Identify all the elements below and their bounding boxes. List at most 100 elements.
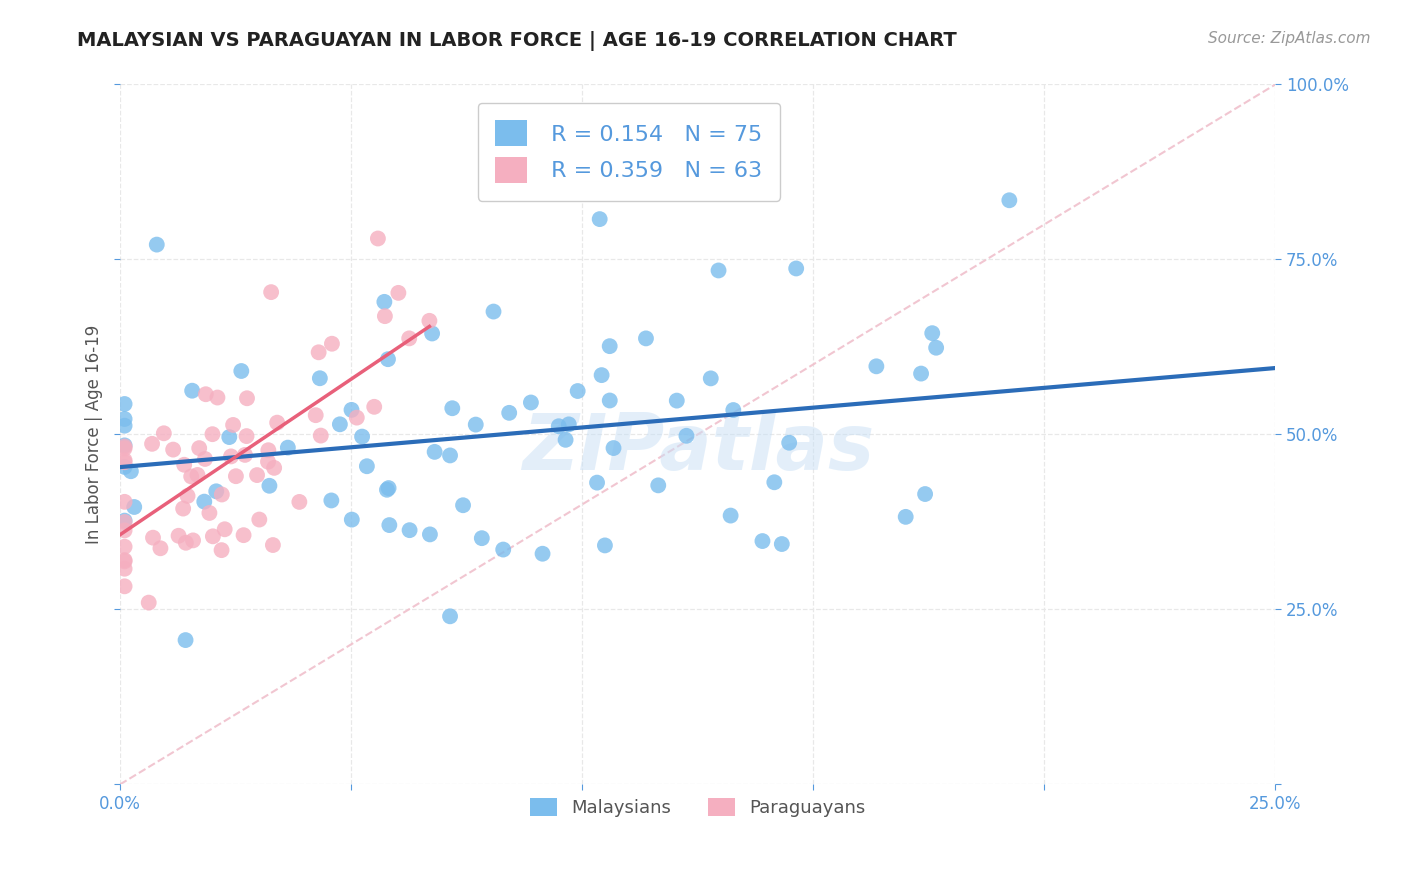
Point	[247, 512, 270, 526]
Point	[363, 400, 385, 414]
Point	[153, 426, 176, 441]
Point	[257, 455, 280, 469]
Point	[260, 285, 283, 300]
Point	[193, 494, 215, 508]
Point	[288, 495, 311, 509]
Point	[308, 345, 330, 359]
Point	[914, 487, 936, 501]
Point	[602, 441, 624, 455]
Point	[114, 397, 136, 411]
Point	[219, 450, 242, 464]
Point	[520, 395, 543, 409]
Point	[120, 464, 142, 478]
Point	[377, 481, 399, 495]
Point	[174, 535, 197, 549]
Point	[647, 478, 669, 492]
Point	[723, 403, 745, 417]
Point	[114, 514, 136, 528]
Point	[340, 513, 363, 527]
Point	[114, 540, 136, 554]
Point	[451, 498, 474, 512]
Point	[398, 331, 420, 345]
Point	[141, 437, 163, 451]
Point	[492, 542, 515, 557]
Point	[921, 326, 943, 341]
Point	[207, 391, 229, 405]
Point	[198, 506, 221, 520]
Point	[233, 448, 256, 462]
Point	[114, 453, 136, 467]
Point	[377, 352, 399, 367]
Point	[346, 410, 368, 425]
Point	[700, 371, 723, 385]
Point	[174, 633, 197, 648]
Point	[222, 417, 245, 432]
Point	[181, 384, 204, 398]
Point	[194, 452, 217, 467]
Point	[865, 359, 887, 374]
Point	[418, 314, 440, 328]
Text: Source: ZipAtlas.com: Source: ZipAtlas.com	[1208, 31, 1371, 46]
Point	[374, 309, 396, 323]
Point	[531, 547, 554, 561]
Point	[188, 441, 211, 455]
Point	[263, 461, 285, 475]
Point	[114, 455, 136, 469]
Point	[114, 412, 136, 426]
Point	[114, 440, 136, 454]
Point	[211, 487, 233, 501]
Point	[352, 429, 374, 443]
Point	[114, 459, 136, 474]
Point	[114, 579, 136, 593]
Point	[259, 479, 281, 493]
Point	[308, 371, 330, 385]
Point	[186, 467, 208, 482]
Point	[373, 294, 395, 309]
Point	[180, 469, 202, 483]
Point	[205, 484, 228, 499]
Point	[201, 427, 224, 442]
Point	[665, 393, 688, 408]
Point	[138, 596, 160, 610]
Y-axis label: In Labor Force | Age 16-19: In Labor Force | Age 16-19	[86, 325, 103, 544]
Point	[235, 429, 257, 443]
Point	[707, 263, 730, 277]
Point	[547, 419, 569, 434]
Point	[785, 261, 807, 276]
Point	[181, 533, 204, 548]
Point	[214, 522, 236, 536]
Point	[167, 529, 190, 543]
Point	[176, 489, 198, 503]
Point	[309, 428, 332, 442]
Point	[589, 212, 612, 227]
Point	[675, 429, 697, 443]
Point	[439, 609, 461, 624]
Point	[194, 387, 217, 401]
Point	[375, 483, 398, 497]
Point	[142, 531, 165, 545]
Point	[439, 449, 461, 463]
Point	[356, 459, 378, 474]
Point	[464, 417, 486, 432]
Point	[441, 401, 464, 416]
Point	[925, 341, 948, 355]
Point	[172, 501, 194, 516]
Point	[114, 442, 136, 456]
Point	[277, 441, 299, 455]
Point	[114, 553, 136, 567]
Point	[720, 508, 742, 523]
Text: MALAYSIAN VS PARAGUAYAN IN LABOR FORCE | AGE 16-19 CORRELATION CHART: MALAYSIAN VS PARAGUAYAN IN LABOR FORCE |…	[77, 31, 957, 51]
Point	[122, 500, 145, 514]
Point	[420, 326, 443, 341]
Point	[567, 384, 589, 398]
Point	[894, 509, 917, 524]
Legend: Malaysians, Paraguayans: Malaysians, Paraguayans	[523, 790, 873, 824]
Point	[387, 285, 409, 300]
Point	[149, 541, 172, 556]
Point	[770, 537, 793, 551]
Point	[114, 495, 136, 509]
Point	[266, 416, 288, 430]
Point	[114, 524, 136, 538]
Point	[498, 406, 520, 420]
Point	[114, 515, 136, 529]
